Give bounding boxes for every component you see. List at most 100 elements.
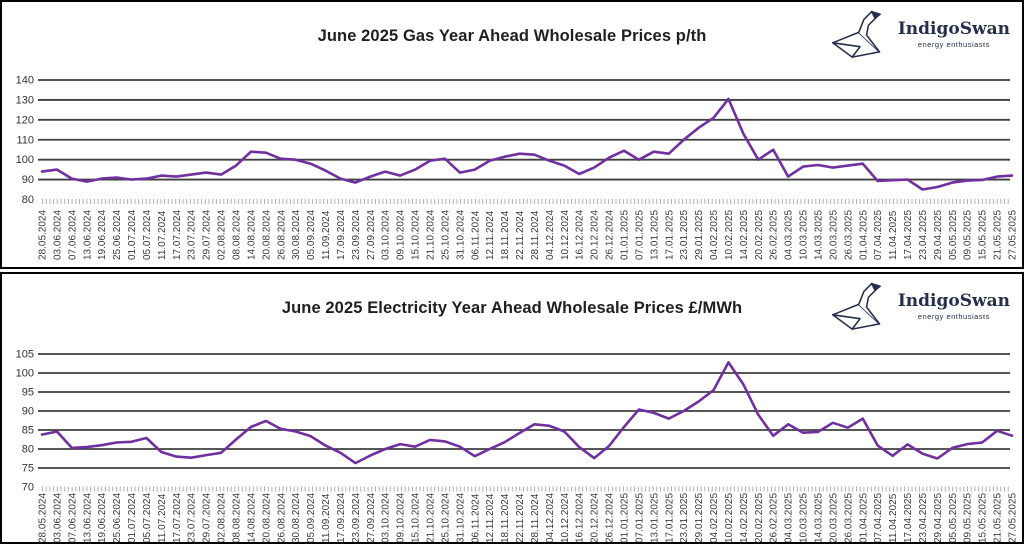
x-axis-date-label: 26.02.2025: [769, 210, 780, 260]
y-axis-tick-label: 95: [22, 387, 34, 399]
x-axis-date-label: 21.05.2025: [993, 210, 1004, 260]
x-axis-date-label: 09.05.2025: [963, 493, 974, 542]
y-axis-tick-label: 130: [16, 94, 34, 106]
x-axis-date-label: 17.07.2024: [172, 493, 183, 542]
x-axis-date-label: 11.07.2024: [157, 210, 168, 260]
x-axis-date-label: 28.11.2024: [530, 493, 541, 542]
x-axis-date-label: 06.11.2024: [470, 210, 481, 260]
x-axis-date-label: 29.07.2024: [202, 493, 213, 542]
x-axis-date-label: 20.12.2024: [590, 493, 601, 542]
x-axis-date-label: 14.03.2025: [814, 210, 825, 260]
x-axis-date-label: 27.09.2024: [366, 210, 377, 260]
x-axis-date-label: 23.09.2024: [351, 493, 362, 542]
x-axis-date-label: 09.10.2024: [396, 210, 407, 260]
x-axis-date-label: 10.12.2024: [560, 493, 571, 542]
brand-tagline: energy enthusiasts: [917, 312, 990, 322]
y-axis-tick-label: 100: [16, 368, 34, 380]
x-axis-date-label: 07.01.2025: [634, 493, 645, 542]
x-axis-date-label: 19.06.2024: [97, 493, 108, 542]
x-axis-date-label: 10.12.2024: [560, 210, 571, 260]
x-axis-date-label: 26.12.2024: [605, 210, 616, 260]
x-axis-date-label: 10.02.2025: [724, 493, 735, 542]
x-axis-date-label: 25.06.2024: [112, 493, 123, 542]
x-axis-date-label: 18.11.2024: [500, 210, 511, 260]
x-axis-date-labels: 28.05.2024 03.06.2024 07.06.2024 13.06.2024…: [38, 493, 1019, 542]
x-axis-date-label: 07.04.2025: [873, 493, 884, 542]
x-axis-date-label: 08.08.2024: [232, 493, 243, 542]
brand-name: IndigoSwan: [897, 19, 1010, 40]
x-axis-date-label: 14.03.2025: [814, 493, 825, 542]
x-axis-date-label: 07.01.2025: [634, 210, 645, 260]
brand-name: IndigoSwan: [897, 291, 1010, 312]
x-axis-date-label: 01.01.2025: [620, 493, 631, 542]
x-axis-date-label: 26.03.2025: [843, 210, 854, 260]
x-axis-date-label: 14.08.2024: [246, 493, 257, 542]
x-axis-date-label: 20.08.2024: [261, 493, 272, 542]
x-axis-date-label: 11.04.2025: [888, 493, 899, 542]
brand-text: IndigoSwan energy enthusiasts: [898, 21, 1010, 49]
x-axis-date-label: 23.07.2024: [187, 493, 198, 542]
x-axis-date-label: 11.04.2025: [888, 210, 899, 260]
x-axis-date-label: 26.08.2024: [276, 210, 287, 260]
x-axis-date-label: 14.08.2024: [246, 210, 257, 260]
x-axis-date-label: 23.07.2024: [187, 210, 198, 260]
x-axis-date-label: 09.05.2025: [963, 210, 974, 260]
x-axis-date-label: 01.01.2025: [620, 210, 631, 260]
x-axis-date-label: 13.01.2025: [649, 493, 660, 542]
x-axis-date-label: 05.07.2024: [142, 493, 153, 542]
y-axis-tick-label: 140: [16, 75, 34, 87]
x-axis-date-label: 03.10.2024: [381, 210, 392, 260]
y-axis-tick-label: 70: [22, 482, 34, 494]
x-axis-date-label: 28.05.2024: [38, 210, 49, 260]
x-axis-date-label: 15.05.2025: [978, 210, 989, 260]
x-axis-date-label: 04.12.2024: [545, 210, 556, 260]
y-axis-tick-label: 90: [22, 406, 34, 418]
x-axis-date-label: 22.11.2024: [515, 493, 526, 542]
x-axis-date-label: 01.07.2024: [127, 210, 138, 260]
x-axis-date-label: 04.02.2025: [709, 210, 720, 260]
x-axis-date-label: 12.11.2024: [485, 493, 496, 542]
x-axis-date-label: 26.12.2024: [605, 493, 616, 542]
x-axis-date-label: 09.10.2024: [396, 493, 407, 542]
x-axis-date-label: 29.04.2025: [933, 210, 944, 260]
x-axis-date-label: 23.09.2024: [351, 210, 362, 260]
y-axis-tick-label: 105: [16, 349, 34, 361]
x-axis-date-label: 28.11.2024: [530, 210, 541, 260]
x-axis-date-label: 29.01.2025: [694, 493, 705, 542]
x-axis-date-label: 11.09.2024: [321, 210, 332, 260]
x-axis-date-label: 17.07.2024: [172, 210, 183, 260]
y-axis-tick-label: 80: [22, 194, 34, 206]
x-axis-date-labels: 28.05.2024 03.06.2024 07.06.2024 13.06.2024…: [38, 210, 1019, 260]
x-axis-date-label: 22.11.2024: [515, 210, 526, 260]
x-axis-date-label: 17.04.2025: [903, 493, 914, 542]
gas-chart-title: June 2025 Gas Year Ahead Wholesale Price…: [317, 27, 707, 45]
x-axis-date-label: 01.04.2025: [858, 493, 869, 542]
y-axis-tick-label: 75: [22, 463, 34, 475]
x-axis-date-label: 04.03.2025: [784, 493, 795, 542]
x-axis-date-label: 15.10.2024: [411, 210, 422, 260]
x-axis-date-label: 19.06.2024: [97, 210, 108, 260]
x-axis-date-label: 10.03.2025: [799, 210, 810, 260]
brand-tagline: energy enthusiasts: [917, 40, 990, 50]
x-axis-date-label: 17.04.2025: [903, 210, 914, 260]
x-axis-date-label: 17.01.2025: [664, 210, 675, 260]
x-axis-date-label: 31.10.2024: [455, 210, 466, 260]
x-axis-date-label: 04.02.2025: [709, 493, 720, 542]
x-axis-date-label: 25.10.2024: [440, 210, 451, 260]
brand-text: IndigoSwan energy enthusiasts: [898, 293, 1010, 321]
x-axis-date-label: 11.07.2024: [157, 493, 168, 542]
x-axis-date-label: 15.05.2025: [978, 493, 989, 542]
x-axis-date-label: 15.10.2024: [411, 493, 422, 542]
x-axis-date-label: 04.12.2024: [545, 493, 556, 542]
x-axis-date-label: 25.10.2024: [440, 493, 451, 542]
indigoswan-logo: IndigoSwan energy enthusiasts: [827, 9, 1010, 61]
x-axis-date-label: 02.08.2024: [217, 493, 228, 542]
y-axis-tick-label: 90: [22, 174, 34, 186]
gas-chart-plot: 140 130 120 110 100 90 80 28.05.2024 03.06.2024 0…: [16, 75, 1019, 261]
x-axis-date-label: 16.12.2024: [575, 210, 586, 260]
x-axis-date-label: 06.11.2024: [470, 493, 481, 542]
x-axis-date-label: 23.04.2025: [918, 210, 929, 260]
x-axis-date-label: 28.05.2024: [38, 493, 49, 542]
x-axis-date-label: 10.02.2025: [724, 210, 735, 260]
swan-icon: [827, 9, 893, 61]
